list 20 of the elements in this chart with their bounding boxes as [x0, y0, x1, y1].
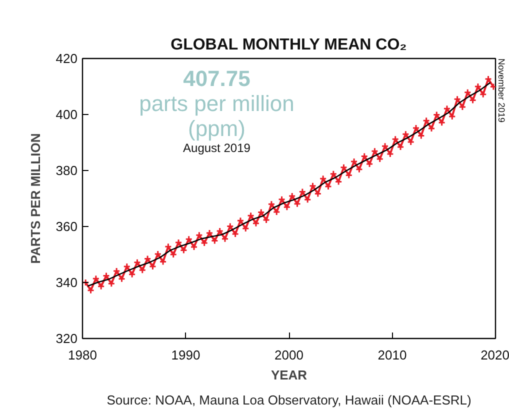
y-tick-label: 320: [56, 331, 78, 346]
y-axis-title: PARTS PER MILLION: [28, 133, 43, 264]
x-tick-label: 2020: [480, 348, 509, 362]
x-tick-label: 2010: [378, 348, 407, 362]
annotation: August 2019: [183, 141, 251, 156]
y-tick-label: 400: [56, 107, 78, 122]
annotation: (ppm): [188, 116, 246, 141]
annotation: 407.75: [183, 66, 250, 92]
x-axis-title: YEAR: [270, 368, 308, 382]
y-tick-label: 380: [56, 163, 78, 178]
chart-title: GLOBAL MONTHLY MEAN CO₂: [170, 36, 407, 54]
x-tick-label: 1980: [68, 348, 97, 362]
text: November 2019: [496, 58, 506, 123]
x-tick-label: 1990: [171, 348, 200, 362]
y-tick-label: 420: [56, 51, 78, 66]
annotation: parts per million: [139, 90, 294, 116]
x-tick-label: 2000: [274, 348, 304, 362]
source-note: Source: NOAA, Mauna Loa Observatory, Hawaii (NOAA-ESRL): [106, 392, 472, 408]
y-tick-label: 340: [56, 275, 78, 290]
y-tick-label: 360: [56, 219, 78, 234]
